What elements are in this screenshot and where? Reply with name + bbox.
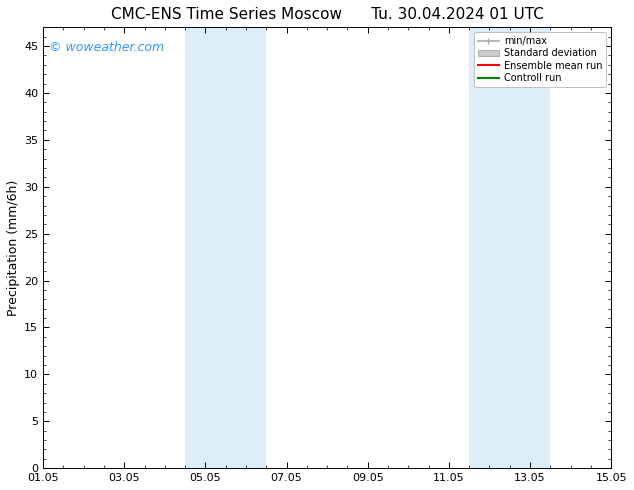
Y-axis label: Precipitation (mm/6h): Precipitation (mm/6h) — [7, 180, 20, 316]
Legend: min/max, Standard deviation, Ensemble mean run, Controll run: min/max, Standard deviation, Ensemble me… — [474, 32, 606, 87]
Bar — [469, 27, 550, 468]
Text: © woweather.com: © woweather.com — [49, 41, 164, 53]
Title: CMC-ENS Time Series Moscow      Tu. 30.04.2024 01 UTC: CMC-ENS Time Series Moscow Tu. 30.04.202… — [111, 7, 543, 22]
Bar — [185, 27, 266, 468]
